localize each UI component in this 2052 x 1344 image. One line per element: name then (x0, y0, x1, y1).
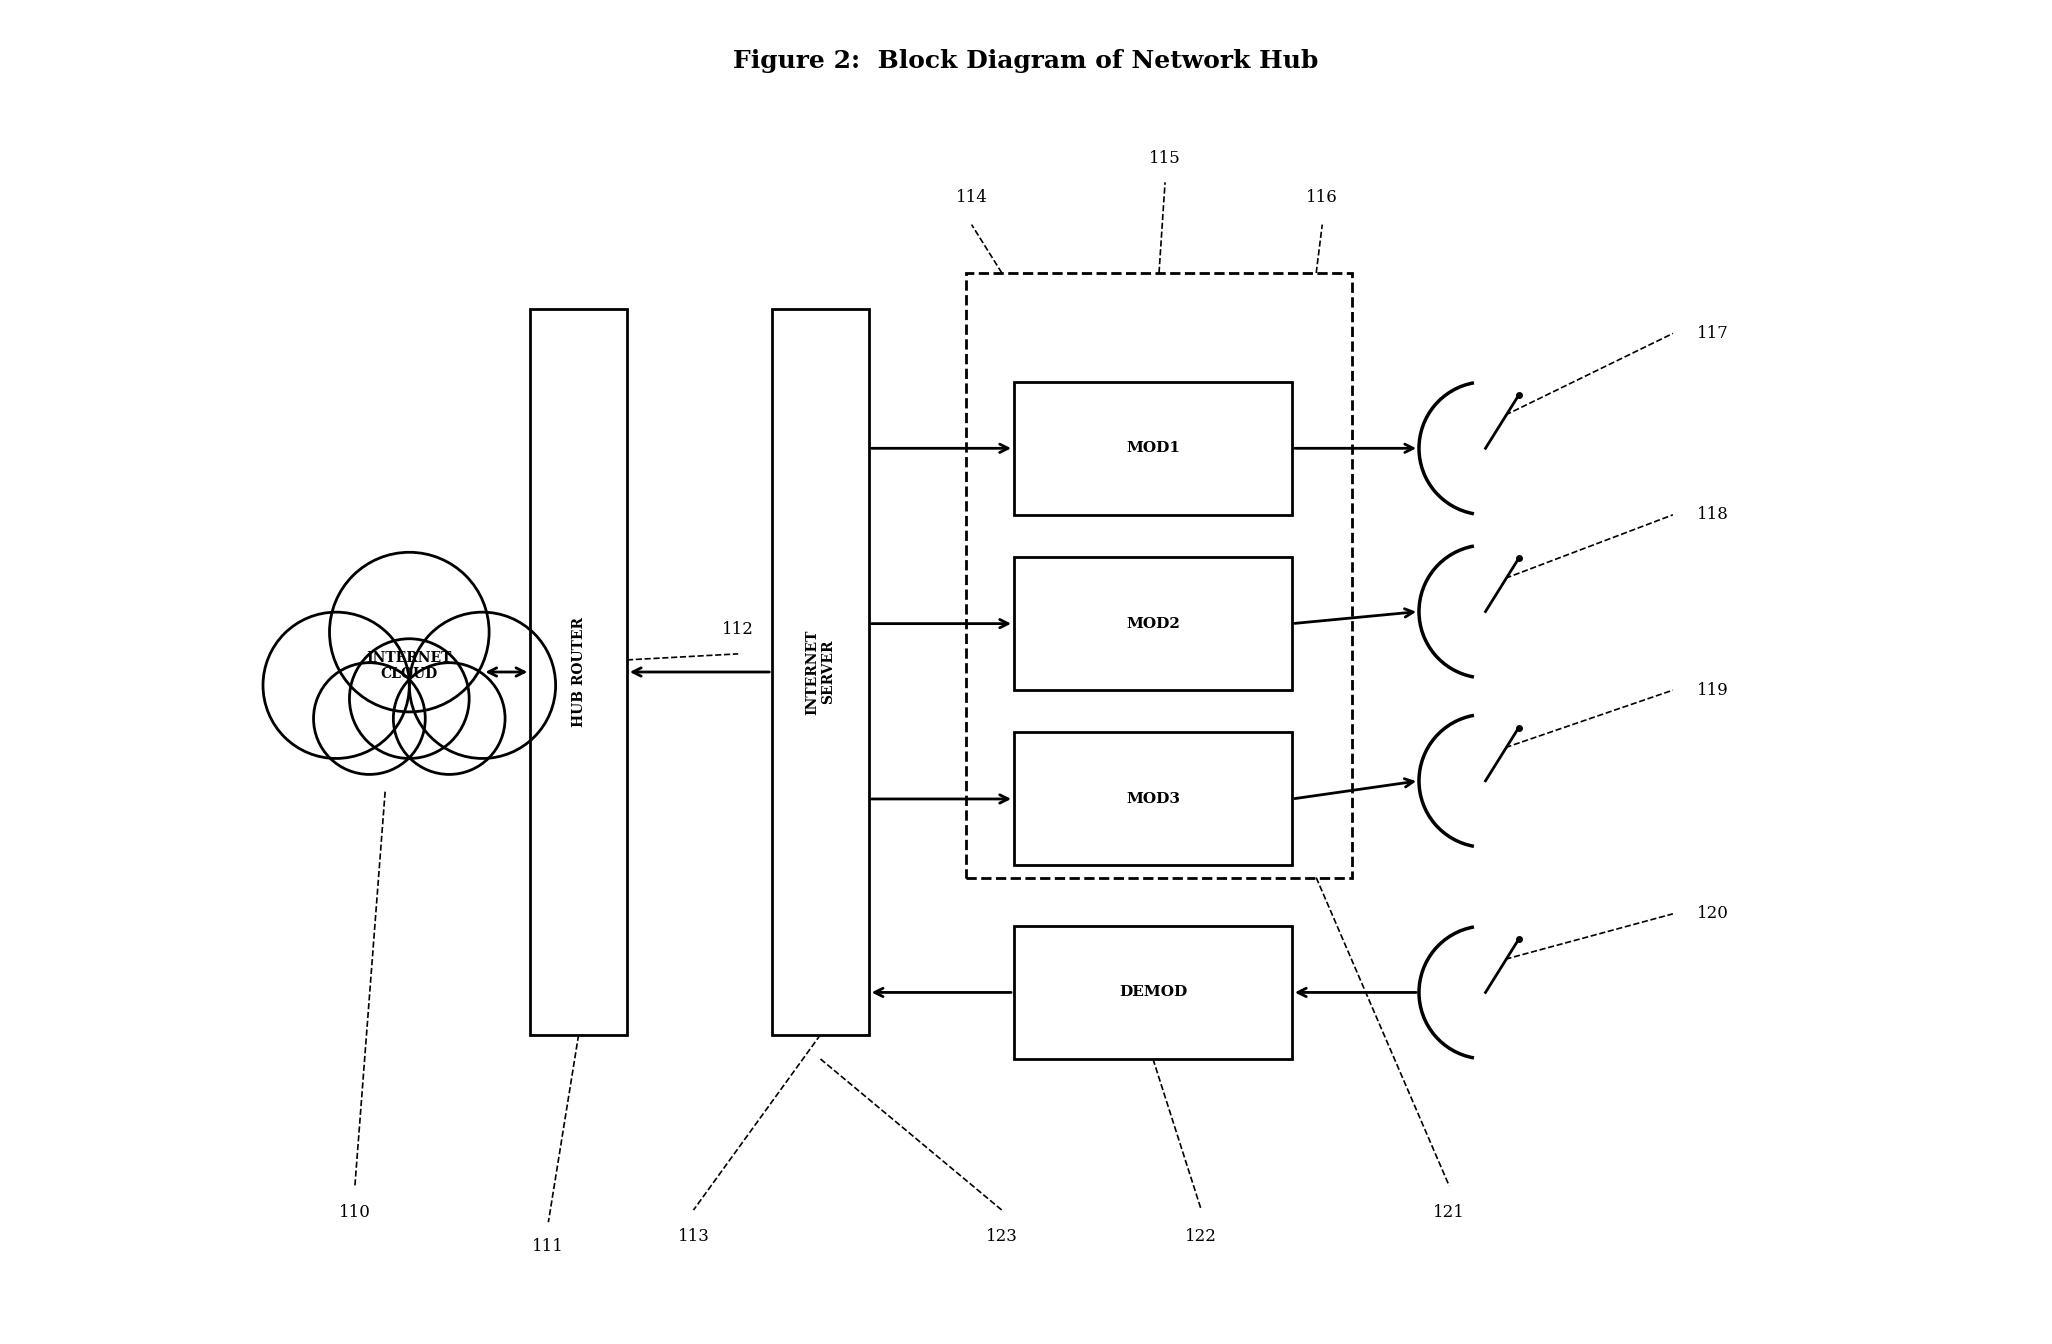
FancyBboxPatch shape (1014, 926, 1293, 1059)
Text: 119: 119 (1697, 681, 1730, 699)
FancyBboxPatch shape (1014, 558, 1293, 689)
Text: 123: 123 (985, 1228, 1018, 1246)
FancyBboxPatch shape (772, 309, 868, 1035)
Text: MOD2: MOD2 (1127, 617, 1180, 630)
Circle shape (349, 638, 470, 758)
Circle shape (314, 663, 425, 774)
Text: 112: 112 (722, 621, 755, 638)
Text: 118: 118 (1697, 507, 1730, 523)
FancyBboxPatch shape (1014, 382, 1293, 515)
Circle shape (263, 612, 408, 758)
Circle shape (394, 663, 505, 774)
Text: INTERNET
CLOUD: INTERNET CLOUD (367, 650, 451, 681)
Text: 116: 116 (1307, 190, 1338, 207)
Text: 111: 111 (531, 1238, 564, 1255)
Text: DEMOD: DEMOD (1118, 985, 1188, 1000)
Text: 122: 122 (1186, 1228, 1217, 1246)
Text: 115: 115 (1149, 149, 1182, 167)
FancyBboxPatch shape (1014, 732, 1293, 866)
Text: MOD3: MOD3 (1127, 792, 1180, 806)
Text: 114: 114 (956, 190, 987, 207)
Text: Figure 2:  Block Diagram of Network Hub: Figure 2: Block Diagram of Network Hub (733, 50, 1319, 74)
Text: MOD1: MOD1 (1127, 441, 1180, 456)
Text: 110: 110 (339, 1204, 371, 1222)
Text: 121: 121 (1432, 1204, 1465, 1222)
Circle shape (330, 552, 488, 712)
Text: 113: 113 (677, 1228, 710, 1246)
Text: INTERNET
SERVER: INTERNET SERVER (804, 629, 835, 715)
Circle shape (408, 612, 556, 758)
FancyBboxPatch shape (529, 309, 628, 1035)
FancyBboxPatch shape (966, 273, 1352, 878)
Text: 120: 120 (1697, 906, 1730, 922)
Text: 117: 117 (1697, 325, 1730, 341)
Text: HUB ROUTER: HUB ROUTER (573, 617, 585, 727)
